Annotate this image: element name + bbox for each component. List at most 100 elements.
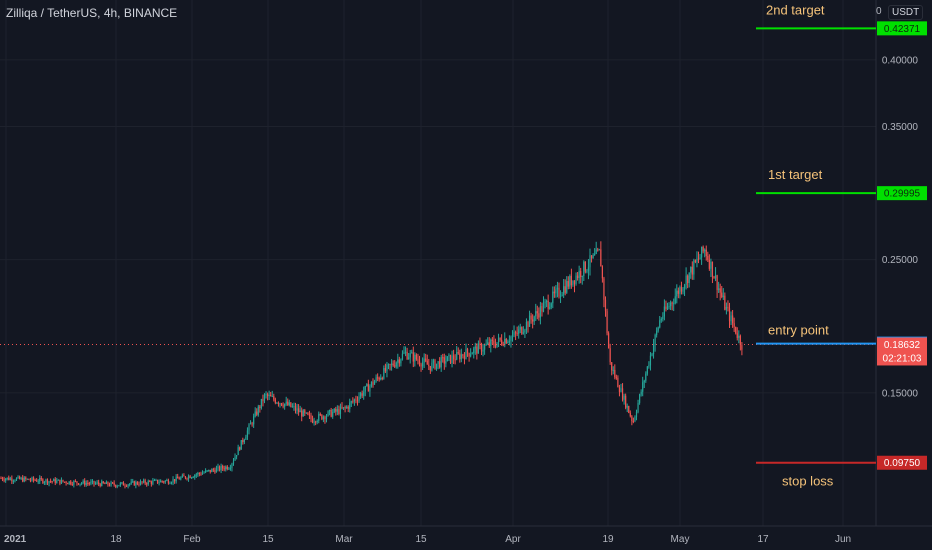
candle-body (702, 246, 704, 252)
candle-body (20, 477, 22, 479)
candle-body (42, 479, 44, 483)
level-label-stop-loss: stop loss (782, 474, 834, 489)
candle-body (54, 479, 56, 483)
candle-body (477, 343, 479, 354)
candle-body (528, 315, 531, 327)
candle-body (206, 470, 208, 472)
candle-body (518, 329, 520, 334)
candle-body (716, 275, 718, 290)
candle-body (243, 439, 245, 443)
y-tick-label: 0.35000 (882, 122, 919, 133)
candle-body (313, 421, 315, 423)
candle-body (251, 423, 253, 425)
candle-body (425, 358, 427, 361)
symbol-title[interactable]: Zilliqa / TetherUS, 4h, BINANCE (6, 6, 178, 20)
price-tag-2nd-target (877, 21, 927, 36)
candle-body (446, 356, 448, 362)
price-tag-text: 0.29995 (884, 189, 921, 200)
candle-body (108, 484, 111, 486)
candle-body (391, 363, 393, 366)
candle-body (527, 322, 529, 327)
candle-body (287, 401, 289, 406)
candle-body (60, 479, 63, 484)
candle-body (146, 483, 148, 485)
candle-body (28, 478, 30, 480)
candle-body (563, 286, 565, 295)
candle-body (651, 353, 653, 356)
candle-body (728, 308, 731, 322)
candle-body (369, 385, 371, 392)
candle-body (559, 295, 562, 297)
candle-body (392, 363, 394, 366)
candle-body (471, 353, 473, 355)
candle-body (370, 381, 373, 386)
candle-body (668, 306, 670, 308)
candle-body (180, 477, 182, 480)
candle-body (12, 480, 14, 482)
candle-body (50, 481, 52, 483)
candle-body (567, 281, 569, 287)
candle-body (79, 483, 81, 485)
candle-body (291, 406, 293, 408)
candle-body (482, 349, 484, 352)
candle-body (133, 481, 135, 486)
candle-body (597, 249, 599, 251)
candle-body (172, 479, 174, 483)
x-tick-label: 18 (110, 534, 122, 545)
candle-body (693, 260, 695, 275)
candle-body (594, 254, 596, 256)
candle-body (110, 482, 112, 486)
candle-body (113, 482, 115, 486)
candle-body (5, 478, 7, 481)
candle-body (553, 291, 555, 294)
candle-body (361, 393, 363, 396)
candle-body (435, 363, 438, 369)
candle-body (656, 330, 658, 335)
candle-body (228, 468, 230, 470)
candle-body (212, 469, 214, 471)
candle-body (31, 477, 33, 481)
candle-body (249, 423, 252, 425)
x-tick-label: 17 (757, 534, 769, 545)
candle-body (135, 482, 137, 486)
candle-body (298, 408, 300, 413)
candle-body (160, 480, 162, 483)
candle-body (713, 276, 715, 279)
candle-body (68, 481, 70, 484)
candle-body (245, 436, 247, 440)
candle-body (428, 364, 430, 366)
candle-body (40, 477, 42, 480)
candle-body (45, 479, 47, 483)
candle-body (398, 359, 400, 364)
level-label-entry-point: entry point (768, 323, 829, 338)
candle-body (59, 479, 61, 484)
candle-body (76, 481, 78, 484)
candle-body (511, 335, 514, 337)
candle-body (285, 401, 287, 404)
candle-body (101, 481, 103, 487)
candle-body (3, 479, 5, 481)
candle-body (558, 287, 560, 297)
candle-body (555, 289, 557, 294)
candle-body (225, 466, 227, 470)
candle-body (39, 477, 41, 482)
candle-body (270, 395, 272, 397)
candle-body (615, 377, 617, 379)
candle-body (646, 366, 648, 374)
candle-body (360, 393, 362, 397)
candle-body (657, 327, 659, 331)
candle-body (642, 382, 644, 392)
candle-body (516, 333, 518, 335)
candle-body (186, 478, 188, 480)
candle-body (403, 352, 405, 354)
candle-body (327, 411, 329, 416)
candle-body (349, 402, 351, 409)
currency-button[interactable]: USDT (888, 5, 924, 20)
x-tick-label: Feb (183, 534, 201, 545)
candle-body (724, 295, 726, 310)
candle-body (223, 468, 225, 470)
candle-body (581, 276, 583, 278)
candle-body (143, 480, 145, 483)
candle-body (299, 410, 301, 413)
